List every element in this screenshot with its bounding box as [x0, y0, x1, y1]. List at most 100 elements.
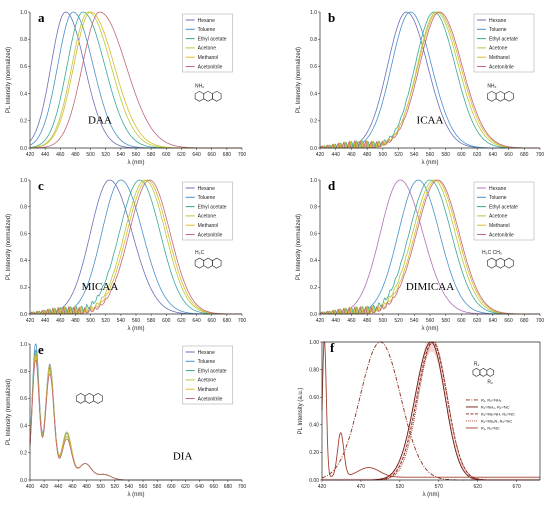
ring-hexagon	[479, 368, 488, 377]
y-tick-label: 0.20	[309, 450, 319, 456]
x-tick-label: 540	[125, 484, 134, 490]
series-line-c-3	[30, 179, 242, 315]
ring-hexagon	[76, 393, 86, 404]
y-tick-label: 0.8	[20, 37, 27, 43]
x-tick-label: 640	[489, 318, 498, 324]
legend-label: Methanol	[198, 387, 219, 393]
x-tick-label: 580	[147, 152, 156, 158]
y-axis-label: PL Intensity (normalized)	[6, 379, 12, 445]
x-tick-label: 500	[96, 484, 105, 490]
x-tick-label: 480	[363, 152, 372, 158]
legend-label: Ethyl acetate	[198, 204, 227, 210]
x-tick-label: 540	[117, 152, 126, 158]
substituent-label: R₁	[474, 361, 480, 367]
y-axis-label: PL Intensity (normalized)	[296, 214, 302, 280]
x-tick-label: 540	[117, 318, 126, 324]
y-tick-label: 0.2	[20, 285, 27, 291]
legend-label: Methanol	[198, 223, 219, 229]
structure-sketch: NH₂	[194, 83, 222, 102]
x-tick-label: 570	[435, 484, 444, 490]
legend-label: R₁=Me-NH, R₂=NC	[481, 411, 515, 416]
legend-label: Toluene	[198, 359, 216, 365]
legend-label: Acetonitrile	[198, 232, 223, 238]
y-tick-label: 0.6	[20, 231, 27, 237]
x-tick-label: 620	[473, 318, 482, 324]
y-tick-label: 0.0	[20, 478, 27, 484]
legend-label: Hexane	[489, 186, 506, 192]
y-tick-label: 0.2	[310, 285, 317, 291]
panel-letter: c	[38, 178, 44, 193]
legend-label: Methanol	[489, 223, 510, 229]
y-tick-label: 0.6	[20, 64, 27, 70]
y-axis-label: PL Intensity (normalized)	[296, 47, 302, 113]
x-axis-label: λ (nm)	[423, 492, 440, 498]
y-axis-label: PL Intensity (normalized)	[6, 47, 12, 113]
x-tick-label: 680	[520, 318, 529, 324]
x-tick-label: 480	[71, 152, 80, 158]
legend-label: R₁, R₂=NC	[481, 425, 500, 430]
compound-label: DIA	[173, 451, 193, 463]
series-line-c-4	[30, 179, 242, 315]
x-tick-label: 420	[40, 484, 49, 490]
y-tick-label: 0.4	[20, 91, 27, 97]
y-tick-label: 0.8	[310, 37, 317, 43]
x-tick-label: 640	[489, 152, 498, 158]
x-tick-label: 600	[457, 318, 466, 324]
panel-c: 420 440 460 480 500 520 540 560 580 600 620 640 660 6…	[6, 178, 246, 332]
legend-label: Hexane	[198, 186, 215, 192]
x-tick-label: 660	[208, 152, 217, 158]
y-tick-label: 0.6	[310, 231, 317, 237]
x-tick-label: 680	[520, 152, 529, 158]
x-tick-label: 700	[238, 318, 247, 324]
legend-box	[473, 181, 535, 241]
y-tick-label: 0.6	[20, 396, 27, 402]
x-tick-label: 620	[177, 318, 186, 324]
legend-label: Hexane	[198, 350, 215, 356]
legend-label: Hexane	[489, 18, 506, 24]
legend-label: Acetone	[198, 378, 217, 384]
structure-sketch: H₃C CH₃	[482, 250, 514, 269]
y-tick-label: 1.0	[310, 178, 317, 184]
structure-sketch	[76, 393, 103, 404]
legend-label: Toluene	[198, 195, 216, 201]
y-tick-label: 0.4	[20, 423, 27, 429]
ring-hexagon	[487, 90, 497, 102]
x-tick-label: 540	[410, 152, 419, 158]
legend-label: Acetone	[489, 214, 508, 220]
panel-letter: f	[330, 340, 335, 355]
x-tick-label: 460	[347, 318, 356, 324]
ring-hexagon	[194, 257, 205, 269]
x-tick-label: 680	[223, 318, 232, 324]
x-tick-label: 640	[192, 318, 201, 324]
ring-hexagon	[495, 90, 506, 102]
y-tick-label: 0.6	[310, 64, 317, 70]
panel-letter: d	[328, 178, 336, 193]
x-tick-label: 660	[504, 318, 513, 324]
y-tick-label: 0.4	[310, 91, 317, 97]
ring-hexagon	[203, 90, 213, 102]
panel-b: 420 440 460 480 500 520 540 560 580 600 620 640 660 6…	[296, 10, 544, 166]
x-tick-label: 520	[394, 318, 403, 324]
ring-hexagon	[93, 393, 103, 404]
x-tick-label: 560	[426, 152, 435, 158]
x-tick-label: 520	[394, 152, 403, 158]
ring-hexagon	[194, 90, 205, 102]
x-tick-label: 460	[56, 318, 65, 324]
y-tick-label: 0.00	[309, 478, 319, 484]
x-tick-label: 420	[316, 318, 325, 324]
x-tick-label: 460	[56, 152, 65, 158]
x-tick-label: 600	[457, 152, 466, 158]
y-tick-label: 0.8	[20, 205, 27, 211]
x-tick-label: 580	[442, 318, 451, 324]
panel-f: 420 470 520 570 620 670 0.00 0.20 0.40 0.60 0.80 1.…	[298, 340, 541, 498]
legend-label: Ethyl acetate	[489, 36, 518, 42]
legend-label: Acetonitrile	[489, 232, 514, 238]
structure-sketch: NH₂	[487, 83, 514, 102]
legend-label: Toluene	[198, 27, 216, 33]
x-tick-label: 500	[86, 318, 95, 324]
x-tick-label: 470	[357, 484, 366, 490]
x-tick-label: 580	[147, 318, 156, 324]
x-tick-label: 670	[512, 484, 521, 490]
